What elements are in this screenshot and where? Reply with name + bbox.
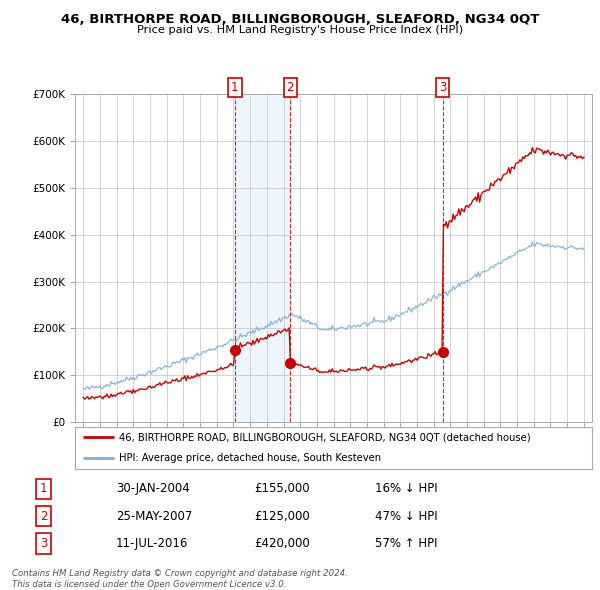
Text: 47% ↓ HPI: 47% ↓ HPI — [375, 510, 437, 523]
Text: 11-JUL-2016: 11-JUL-2016 — [116, 537, 188, 550]
Text: Contains HM Land Registry data © Crown copyright and database right 2024.
This d: Contains HM Land Registry data © Crown c… — [12, 569, 348, 589]
Text: 46, BIRTHORPE ROAD, BILLINGBOROUGH, SLEAFORD, NG34 0QT: 46, BIRTHORPE ROAD, BILLINGBOROUGH, SLEA… — [61, 13, 539, 26]
Text: 30-JAN-2004: 30-JAN-2004 — [116, 483, 190, 496]
Text: 16% ↓ HPI: 16% ↓ HPI — [375, 483, 437, 496]
Text: 3: 3 — [40, 537, 47, 550]
Text: 1: 1 — [40, 483, 47, 496]
Text: £125,000: £125,000 — [254, 510, 310, 523]
Text: £155,000: £155,000 — [254, 483, 310, 496]
Text: £420,000: £420,000 — [254, 537, 310, 550]
Text: 2: 2 — [286, 81, 294, 94]
Text: 25-MAY-2007: 25-MAY-2007 — [116, 510, 192, 523]
Text: HPI: Average price, detached house, South Kesteven: HPI: Average price, detached house, Sout… — [119, 454, 381, 463]
Text: 2: 2 — [40, 510, 47, 523]
Text: 3: 3 — [439, 81, 446, 94]
Text: 46, BIRTHORPE ROAD, BILLINGBOROUGH, SLEAFORD, NG34 0QT (detached house): 46, BIRTHORPE ROAD, BILLINGBOROUGH, SLEA… — [119, 432, 530, 442]
Text: Price paid vs. HM Land Registry's House Price Index (HPI): Price paid vs. HM Land Registry's House … — [137, 25, 463, 35]
Bar — [235, 94, 290, 422]
Text: 57% ↑ HPI: 57% ↑ HPI — [375, 537, 437, 550]
Text: 1: 1 — [231, 81, 239, 94]
